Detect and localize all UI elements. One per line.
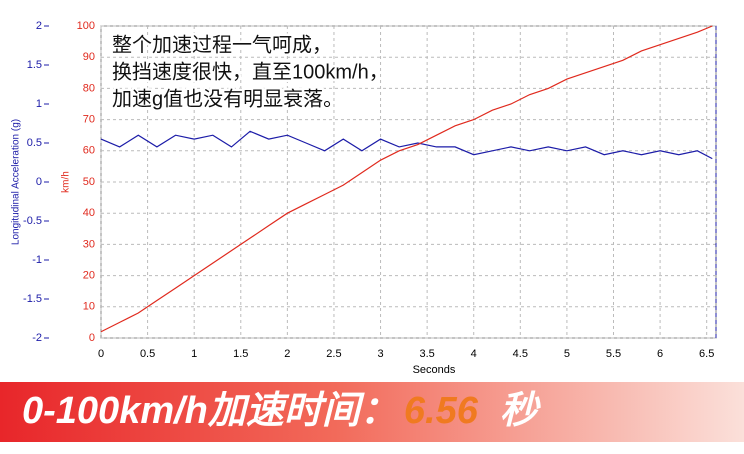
series-line: [100, 130, 713, 160]
y2-tick-label: 10: [83, 301, 95, 313]
y2-axis-title: km/h: [61, 171, 72, 193]
annotation-line: 换挡速度很快，直至100km/h，: [112, 60, 389, 83]
x-tick-label: 1: [191, 348, 197, 360]
y2-tick-label: 100: [77, 20, 95, 32]
x-tick-label: 2.5: [326, 348, 341, 360]
annotation-line: 整个加速过程一气呵成，: [112, 33, 332, 56]
x-tick-label: 5.5: [606, 348, 621, 360]
x-tick-label: 6: [657, 348, 663, 360]
x-tick-label: 4: [471, 348, 477, 360]
x-axis-title: Seconds: [413, 364, 456, 376]
y2-tick-label: 20: [83, 270, 95, 282]
x-tick-label: 6.5: [699, 348, 714, 360]
y-tick-label: -1: [32, 254, 42, 266]
series-line: [100, 25, 713, 333]
x-tick-label: 0: [98, 348, 104, 360]
banner-label: 0-100km/h加速时间： 6.56 秒: [22, 390, 541, 432]
y-tick-label: 1.5: [27, 59, 42, 71]
y-tick-label: -2: [32, 332, 42, 344]
y-tick-label: -0.5: [23, 215, 42, 227]
annotation-line: 加速g值也没有明显衰落。: [112, 87, 343, 110]
annotation-line: 加速g值也没有明显衰落。: [112, 87, 343, 110]
x-tick-label: 3.5: [419, 348, 434, 360]
banner: [0, 382, 744, 442]
y2-tick-label: 60: [83, 145, 95, 157]
annotation-line: 整个加速过程一气呵成，: [112, 33, 332, 56]
y-tick-label: 2: [36, 20, 42, 32]
x-tick-label: 0.5: [140, 348, 155, 360]
annotation-line: 换挡速度很快，直至100km/h，: [112, 60, 389, 83]
y-tick-label: -1.5: [23, 293, 42, 305]
y2-tick-label: 80: [83, 82, 95, 94]
banner-value: 6.56: [404, 390, 479, 432]
banner-label-text: 0-100km/h加速时间：: [22, 390, 398, 432]
x-tick-label: 3: [377, 348, 383, 360]
y-tick-label: 0: [36, 176, 42, 188]
y2-tick-label: 40: [83, 207, 95, 219]
x-tick-label: 1.5: [233, 348, 248, 360]
y2-tick-label: 50: [83, 176, 95, 188]
y-tick-label: 0.5: [27, 137, 42, 149]
x-tick-label: 2: [284, 348, 290, 360]
x-tick-label: 5: [564, 348, 570, 360]
annotation: 整个加速过程一气呵成，整个加速过程一气呵成，换挡速度很快，直至100km/h，换…: [110, 31, 392, 113]
y2-tick-label: 0: [89, 332, 95, 344]
x-tick-label: 4.5: [513, 348, 528, 360]
y2-tick-label: 30: [83, 238, 95, 250]
y2-tick-label: 70: [83, 114, 95, 126]
y-tick-label: 1: [36, 98, 42, 110]
banner-unit: 秒: [500, 390, 541, 432]
y-axis-title: Longitudinal Acceleration (g): [11, 119, 22, 245]
y2-tick-label: 90: [83, 51, 95, 63]
